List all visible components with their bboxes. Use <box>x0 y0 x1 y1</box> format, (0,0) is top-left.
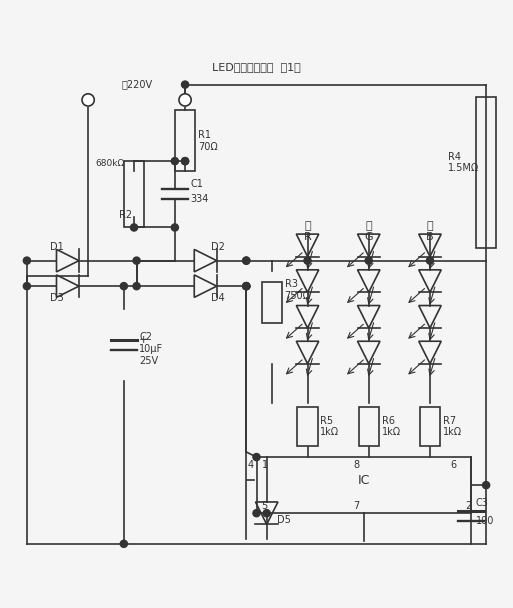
Text: 10μF
25V: 10μF 25V <box>139 344 163 366</box>
Text: 绿
G: 绿 G <box>364 221 373 242</box>
Text: R1
70Ω: R1 70Ω <box>198 130 218 151</box>
Text: D2: D2 <box>210 243 225 252</box>
Text: 1: 1 <box>262 460 268 469</box>
Bar <box>175 110 195 171</box>
Text: D1: D1 <box>50 243 64 252</box>
Circle shape <box>304 257 311 264</box>
Circle shape <box>263 510 270 517</box>
Circle shape <box>243 257 250 264</box>
Circle shape <box>133 257 140 264</box>
Text: LED变色灯泡电路  第1张: LED变色灯泡电路 第1张 <box>212 61 301 72</box>
Bar <box>124 161 144 227</box>
Circle shape <box>120 541 127 547</box>
Circle shape <box>130 224 137 231</box>
Circle shape <box>23 283 30 290</box>
Text: 蓝
B: 蓝 B <box>426 221 434 242</box>
Text: 680kΩ: 680kΩ <box>96 159 125 168</box>
Circle shape <box>243 283 250 290</box>
Circle shape <box>243 283 250 290</box>
Text: 6: 6 <box>450 460 457 469</box>
Circle shape <box>243 257 250 264</box>
Circle shape <box>365 257 372 264</box>
Text: IC: IC <box>358 474 370 486</box>
Text: C1: C1 <box>190 179 203 189</box>
Bar <box>359 407 379 446</box>
Circle shape <box>182 157 189 165</box>
Text: 2: 2 <box>466 500 472 511</box>
Text: ～220V: ～220V <box>121 79 152 89</box>
Text: D5: D5 <box>277 516 291 525</box>
Circle shape <box>133 283 140 290</box>
Text: 5: 5 <box>262 500 268 511</box>
Circle shape <box>171 157 179 165</box>
Circle shape <box>182 157 189 165</box>
Circle shape <box>179 94 191 106</box>
Circle shape <box>243 283 250 290</box>
Text: R6
1kΩ: R6 1kΩ <box>382 416 401 437</box>
Text: 334: 334 <box>190 195 209 204</box>
Circle shape <box>483 482 490 489</box>
Text: R3
750Ω: R3 750Ω <box>285 279 310 301</box>
Text: 7: 7 <box>353 500 360 511</box>
Text: D4: D4 <box>210 294 224 303</box>
Text: 4: 4 <box>247 460 253 469</box>
Text: 100: 100 <box>476 516 494 526</box>
Bar <box>256 457 471 513</box>
Circle shape <box>253 454 260 461</box>
Bar <box>476 97 496 248</box>
Text: D3: D3 <box>50 294 64 303</box>
Circle shape <box>23 257 30 264</box>
Circle shape <box>426 257 433 264</box>
Bar <box>262 282 282 323</box>
Text: R2: R2 <box>119 210 132 219</box>
Text: +: + <box>139 335 149 345</box>
Text: R7
1kΩ: R7 1kΩ <box>443 416 462 437</box>
Circle shape <box>120 283 127 290</box>
Text: 红
R: 红 R <box>304 221 311 242</box>
Bar <box>420 407 440 446</box>
Text: C3: C3 <box>476 498 489 508</box>
Circle shape <box>171 224 179 231</box>
Text: R4
1.5MΩ: R4 1.5MΩ <box>448 151 479 173</box>
Text: R5
1kΩ: R5 1kΩ <box>320 416 340 437</box>
Circle shape <box>82 94 94 106</box>
Text: C2: C2 <box>139 332 152 342</box>
Text: 8: 8 <box>353 460 360 469</box>
Circle shape <box>253 510 260 517</box>
Circle shape <box>182 81 189 88</box>
Bar <box>298 407 318 446</box>
